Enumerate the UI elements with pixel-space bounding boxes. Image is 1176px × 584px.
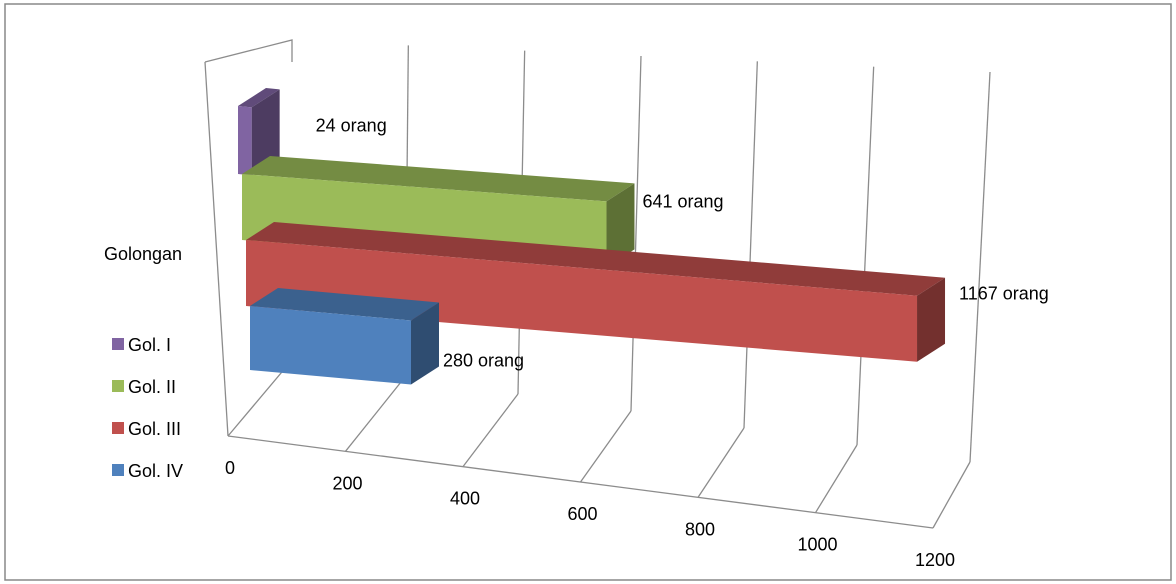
category-axis-label: Golongan [104,244,182,264]
x-tick-label: 1200 [915,550,955,570]
x-tick-label: 1000 [797,535,837,555]
legend-swatch [112,464,124,476]
legend-label: Gol. III [128,419,181,439]
data-label: 1167 orang [959,284,1049,304]
x-tick-label: 400 [450,489,480,509]
legend-swatch [112,422,124,434]
data-label: 280 orang [443,350,524,370]
legend-label: Gol. I [128,335,171,355]
legend-label: Gol. IV [128,461,183,481]
legend-swatch [112,380,124,392]
bar-front-face [238,106,252,175]
data-label: 24 orang [316,115,387,135]
legend-swatch [112,338,124,350]
bar-4 [250,288,439,384]
data-label: 641 orang [642,191,723,211]
x-tick-label: 600 [567,504,597,524]
x-tick-label: 0 [225,458,235,478]
x-tick-label: 800 [685,519,715,539]
x-tick-label: 200 [332,473,362,493]
legend-label: Gol. II [128,377,176,397]
